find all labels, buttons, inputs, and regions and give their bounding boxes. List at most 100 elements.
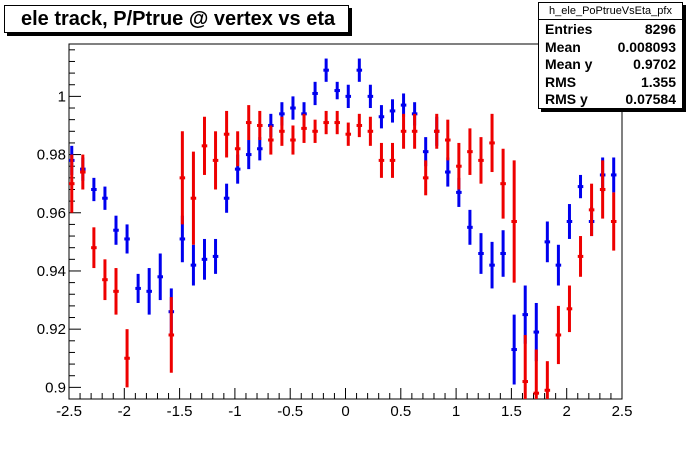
blue-data-point	[223, 183, 230, 213]
red-data-point	[489, 113, 495, 173]
red-data-point	[599, 160, 606, 219]
blue-data-point	[577, 174, 584, 199]
red-data-point	[400, 113, 407, 149]
chart-title: ele track, P/Ptrue @ vertex vs eta	[21, 8, 336, 30]
blue-data-point	[389, 99, 396, 123]
x-tick-label: -2	[118, 403, 131, 420]
blue-data-point	[91, 177, 97, 202]
red-data-point	[91, 227, 97, 269]
red-data-point	[422, 160, 429, 196]
blue-data-point	[323, 58, 329, 82]
x-tick-label: 1.5	[501, 403, 522, 420]
x-tick-label: -1	[228, 403, 241, 420]
stats-label: Mean	[545, 38, 581, 55]
y-tick-label: 1	[58, 88, 66, 105]
red-data-point	[69, 154, 75, 213]
red-data-point	[433, 113, 440, 149]
blue-data-point	[113, 215, 119, 245]
red-data-point	[179, 131, 186, 225]
red-data-point	[356, 113, 363, 138]
blue-data-point	[400, 93, 407, 117]
stats-histogram-name: h_ele_PoPtrueVsEta_pfx	[539, 3, 682, 20]
stats-row-rms: RMS 1.355	[539, 73, 682, 91]
red-data-point	[500, 148, 506, 219]
x-tick-label: 2	[563, 403, 571, 420]
stats-value: 0.07584	[625, 91, 676, 107]
blue-data-point	[511, 314, 517, 385]
blue-data-point	[367, 84, 374, 109]
x-tick-label: -1.5	[167, 403, 193, 420]
stats-value: 0.9702	[633, 56, 676, 72]
stats-row-rms-y: RMS y 0.07584	[539, 90, 682, 108]
red-data-point	[367, 116, 374, 146]
y-tick-label: 0.96	[37, 205, 66, 222]
stats-label: Mean y	[545, 56, 593, 72]
red-data-point	[610, 192, 617, 251]
stats-value: 1.355	[640, 73, 676, 90]
red-data-point	[168, 297, 175, 373]
red-data-point	[378, 142, 385, 178]
red-data-point	[234, 131, 241, 167]
red-data-point	[80, 154, 86, 190]
x-tick-label: -2.5	[56, 403, 82, 420]
blue-data-point	[522, 285, 528, 344]
stats-label: RMS	[545, 73, 577, 90]
stats-label: RMS y	[545, 91, 588, 107]
red-data-point	[124, 329, 130, 388]
blue-data-point	[445, 157, 451, 187]
red-data-point	[411, 113, 418, 149]
red-data-point	[588, 183, 595, 237]
y-tick-label: 0.9	[45, 379, 66, 396]
y-tick-label: 0.98	[37, 147, 66, 164]
stats-row-entries: Entries 8296	[539, 20, 682, 38]
blue-data-point	[245, 140, 252, 170]
red-data-point	[478, 137, 484, 184]
blue-data-point	[312, 81, 318, 106]
blue-data-point	[345, 84, 352, 109]
red-data-point	[257, 110, 263, 141]
red-data-point	[223, 110, 230, 158]
chart-title-box: ele track, P/Ptrue @ vertex vs eta	[4, 5, 349, 33]
red-data-point	[522, 334, 528, 399]
blue-data-point	[566, 204, 573, 239]
x-tick-label: 0.5	[390, 403, 411, 420]
blue-data-point	[334, 81, 340, 100]
blue-data-point	[555, 244, 562, 286]
blue-data-point	[146, 268, 152, 315]
red-data-point	[279, 116, 285, 146]
red-data-point	[212, 131, 219, 190]
blue-data-point	[257, 137, 263, 161]
blue-data-point	[124, 224, 130, 254]
red-data-point	[555, 305, 562, 365]
stats-row-mean-y: Mean y 0.9702	[539, 55, 682, 73]
red-data-point	[323, 110, 329, 135]
red-data-point	[102, 259, 108, 301]
red-data-point	[345, 122, 352, 146]
red-data-point	[533, 349, 540, 399]
x-tick-label: -0.5	[277, 403, 303, 420]
blue-data-point	[157, 253, 164, 301]
blue-data-point	[544, 221, 551, 263]
stats-value: 0.008093	[617, 38, 676, 55]
blue-data-point	[378, 105, 385, 129]
y-tick-label: 0.92	[37, 321, 66, 338]
red-data-point	[301, 113, 307, 143]
red-data-point	[290, 125, 296, 155]
stats-row-mean: Mean 0.008093	[539, 38, 682, 56]
red-data-point	[566, 285, 573, 333]
blue-data-point	[212, 238, 219, 274]
y-tick-label: 0.94	[37, 263, 66, 280]
stats-box: h_ele_PoPtrueVsEta_pfx Entries 8296 Mean…	[538, 2, 683, 109]
red-data-point	[456, 142, 462, 190]
red-data-point	[201, 116, 208, 175]
blue-data-point	[135, 273, 141, 303]
blue-data-point	[478, 233, 484, 274]
blue-data-point	[102, 186, 108, 210]
x-tick-label: 1	[452, 403, 460, 420]
blue-data-point	[500, 230, 506, 277]
stats-label: Entries	[545, 21, 593, 37]
blue-data-point	[201, 238, 208, 280]
red-data-point	[268, 125, 274, 155]
red-data-point	[511, 160, 517, 283]
